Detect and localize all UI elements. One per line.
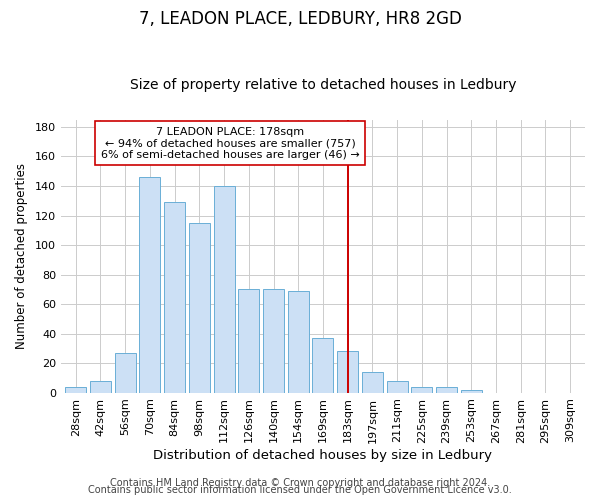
Bar [164, 202, 185, 392]
Bar [65, 387, 86, 392]
Bar [189, 223, 210, 392]
Bar [412, 387, 433, 392]
Text: 7 LEADON PLACE: 178sqm
← 94% of detached houses are smaller (757)
6% of semi-det: 7 LEADON PLACE: 178sqm ← 94% of detached… [101, 126, 359, 160]
Bar [115, 353, 136, 393]
Bar [436, 387, 457, 392]
X-axis label: Distribution of detached houses by size in Ledbury: Distribution of detached houses by size … [154, 450, 493, 462]
Bar [313, 338, 334, 392]
Bar [461, 390, 482, 392]
Bar [386, 381, 407, 392]
Bar [263, 290, 284, 393]
Bar [362, 372, 383, 392]
Bar [90, 381, 111, 392]
Text: Contains HM Land Registry data © Crown copyright and database right 2024.: Contains HM Land Registry data © Crown c… [110, 478, 490, 488]
Bar [238, 290, 259, 393]
Text: 7, LEADON PLACE, LEDBURY, HR8 2GD: 7, LEADON PLACE, LEDBURY, HR8 2GD [139, 10, 461, 28]
Title: Size of property relative to detached houses in Ledbury: Size of property relative to detached ho… [130, 78, 516, 92]
Bar [214, 186, 235, 392]
Text: Contains public sector information licensed under the Open Government Licence v3: Contains public sector information licen… [88, 485, 512, 495]
Bar [337, 352, 358, 393]
Bar [288, 291, 309, 392]
Y-axis label: Number of detached properties: Number of detached properties [15, 163, 28, 349]
Bar [139, 177, 160, 392]
